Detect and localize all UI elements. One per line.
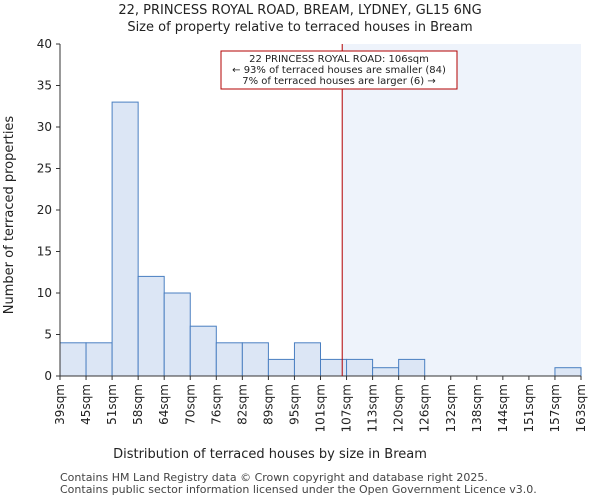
x-tick-label-70sqm: 70sqm (183, 384, 197, 425)
y-tick-label-40: 40 (37, 37, 52, 51)
bars-layer (59, 101, 582, 377)
x-tick-label-39sqm: 39sqm (53, 384, 67, 425)
bar-120sqm (398, 358, 426, 377)
x-tick-label-144sqm: 144sqm (496, 384, 510, 432)
y-tick-label-20: 20 (37, 203, 52, 217)
x-tick-label-132sqm: 132sqm (444, 384, 458, 432)
bar-70sqm (189, 325, 217, 377)
chart-subtitle: Size of property relative to terraced ho… (127, 20, 472, 35)
annotation-line-3: 7% of terraced houses are larger (6) → (242, 76, 436, 87)
y-ticks: 0 5 10 15 20 25 30 35 40 (37, 37, 60, 383)
highlight-region (342, 44, 581, 376)
x-tick-label-58sqm: 58sqm (131, 384, 145, 425)
x-axis-label: Distribution of terraced houses by size … (113, 447, 427, 462)
bar-45sqm (85, 342, 113, 377)
y-tick-label-5: 5 (44, 328, 52, 342)
bar-113sqm (372, 367, 400, 377)
annotation-frame (220, 50, 458, 90)
footer-line-1: Contains HM Land Registry data © Crown c… (60, 471, 488, 484)
x-tick-label-138sqm: 138sqm (470, 384, 484, 432)
x-tick-label-89sqm: 89sqm (261, 384, 275, 425)
bar-157sqm (554, 367, 582, 377)
x-tick-label-64sqm: 64sqm (157, 384, 171, 425)
bar-51sqm (111, 101, 139, 377)
x-tick-label-51sqm: 51sqm (105, 384, 119, 425)
x-tick-label-126sqm: 126sqm (418, 384, 432, 432)
y-tick-label-25: 25 (37, 162, 52, 176)
y-tick-label-15: 15 (37, 245, 52, 259)
annotation-line-1: 22 PRINCESS ROYAL ROAD: 106sqm (249, 54, 429, 65)
annotation-box: 22 PRINCESS ROYAL ROAD: 106sqm ← 93% of … (220, 50, 458, 90)
y-tick-label-0: 0 (44, 369, 52, 383)
bar-64sqm (163, 292, 191, 377)
x-tick-label-76sqm: 76sqm (209, 384, 223, 425)
x-ticks: 39sqm 45sqm 51sqm 58sqm 64sqm 70sqm 76sqm 82sqm… (53, 376, 588, 432)
x-tick-label-45sqm: 45sqm (79, 384, 93, 425)
highlight-layer (342, 44, 581, 376)
x-tick-label-163sqm: 163sqm (574, 384, 588, 432)
bar-76sqm (215, 342, 243, 377)
bar-107sqm (346, 358, 374, 377)
bar-82sqm (241, 342, 269, 377)
y-tick-label-10: 10 (37, 286, 52, 300)
bar-95sqm (293, 342, 322, 377)
x-tick-label-101sqm: 101sqm (314, 384, 328, 432)
x-tick-label-95sqm: 95sqm (287, 384, 301, 425)
y-tick-label-35: 35 (37, 79, 52, 93)
annotation-line-2: ← 93% of terraced houses are smaller (84… (232, 65, 446, 76)
y-tick-label-30: 30 (37, 120, 52, 134)
chart-title: 22, PRINCESS ROYAL ROAD, BREAM, LYDNEY, … (118, 3, 481, 18)
bar-89sqm (267, 358, 295, 377)
x-tick-label-157sqm: 157sqm (548, 384, 562, 432)
x-tick-label-151sqm: 151sqm (522, 384, 536, 432)
x-tick-label-113sqm: 113sqm (366, 384, 380, 432)
bar-39sqm (59, 342, 87, 377)
x-tick-label-120sqm: 120sqm (392, 384, 406, 432)
x-tick-label-107sqm: 107sqm (340, 384, 354, 432)
footer-line-2: Contains public sector information licen… (60, 483, 537, 496)
bar-58sqm (137, 275, 165, 377)
y-axis-label: Number of terraced properties (2, 116, 17, 315)
x-tick-label-82sqm: 82sqm (235, 384, 249, 425)
